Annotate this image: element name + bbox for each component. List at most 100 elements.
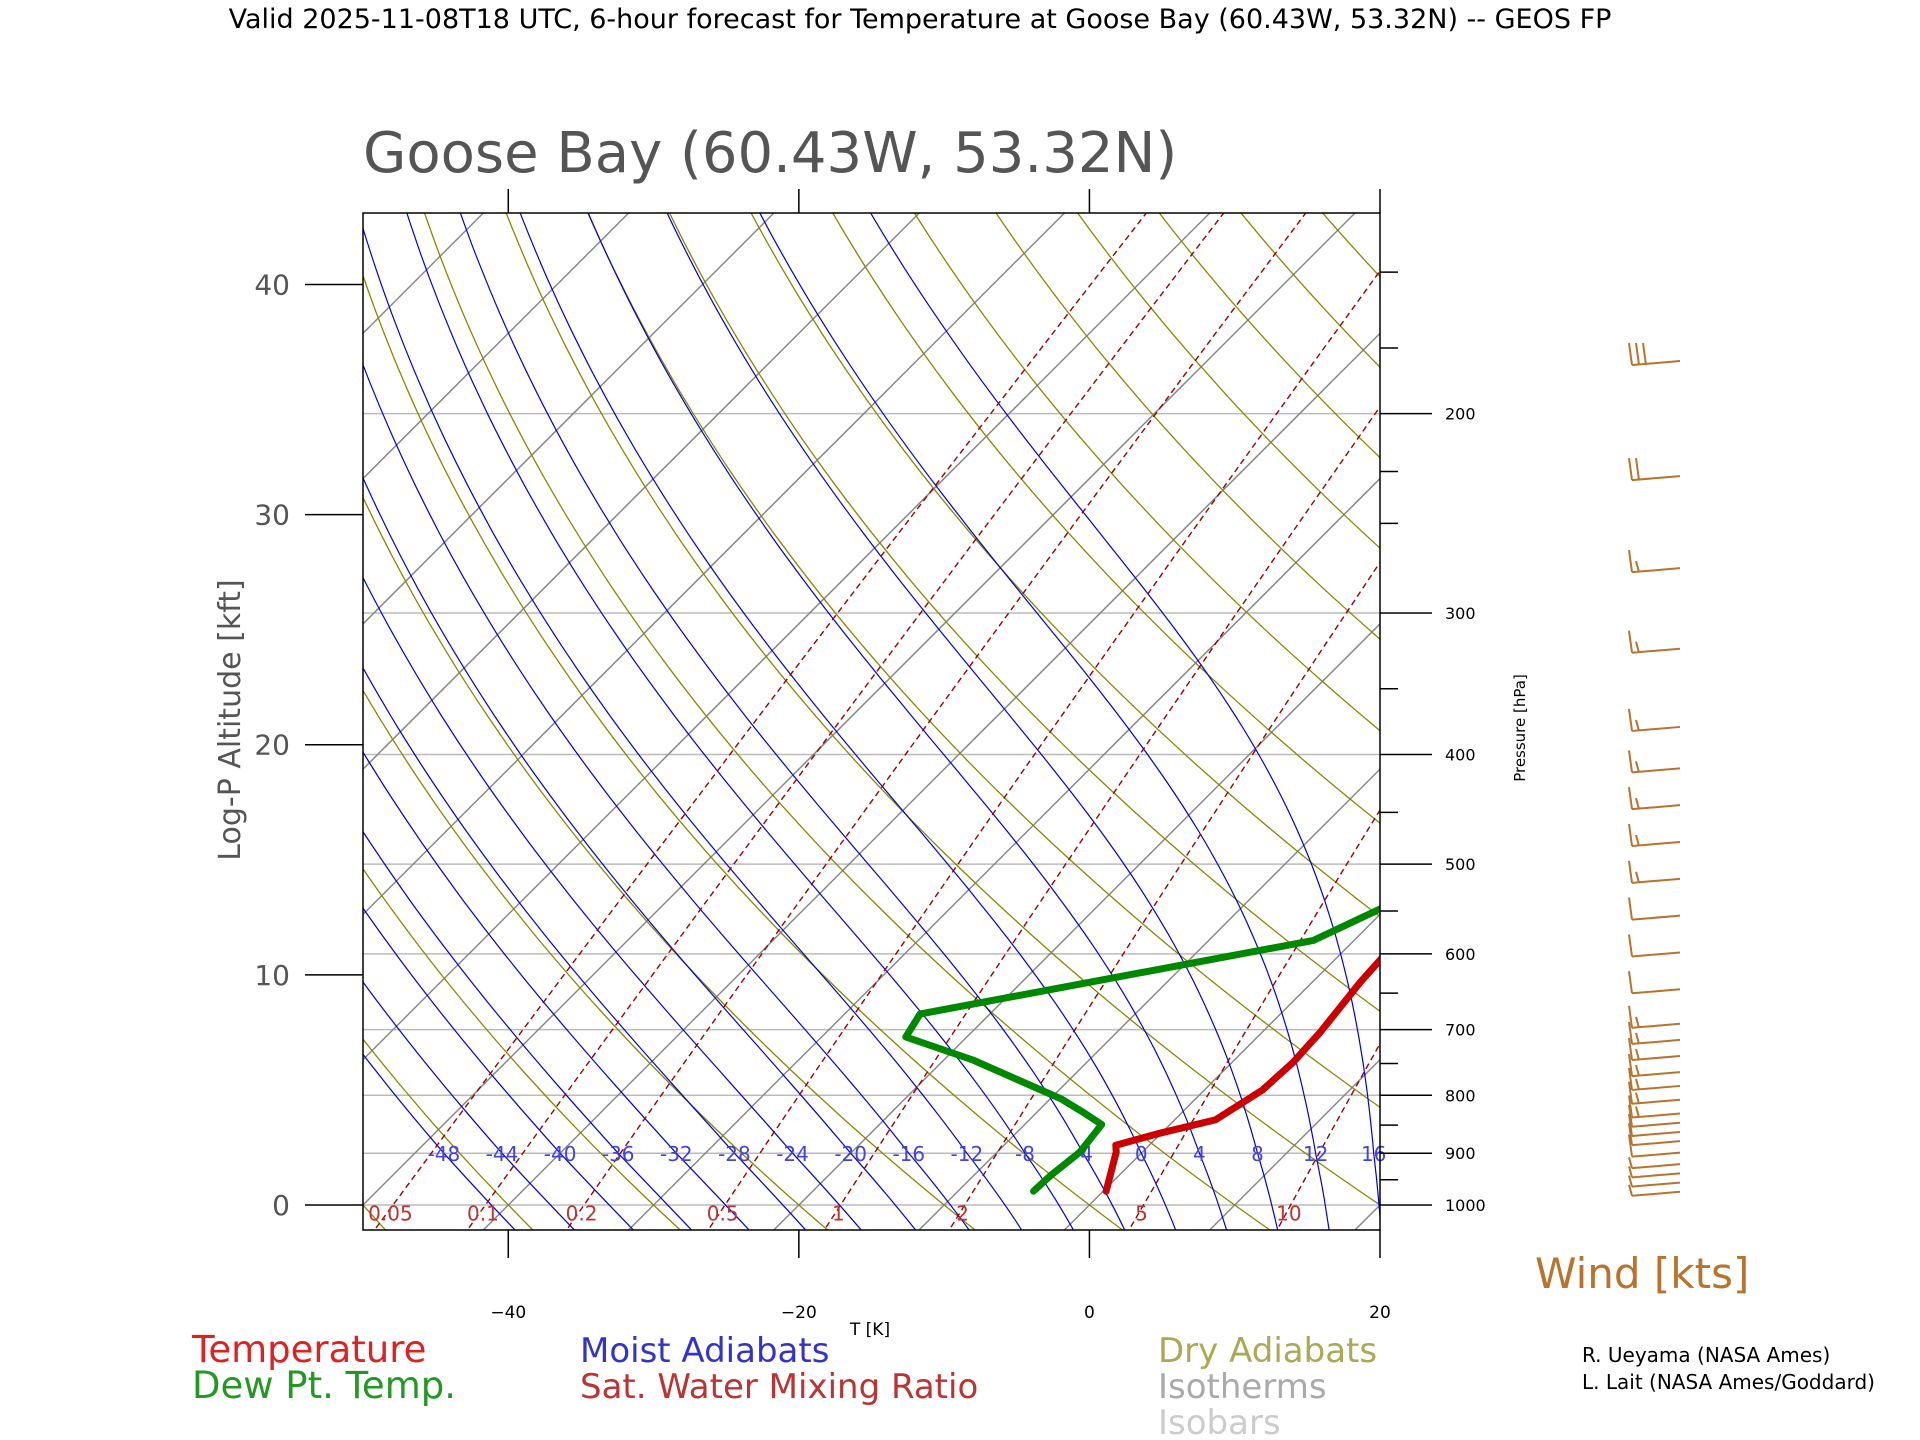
wind-barb xyxy=(1628,1021,1681,1045)
moist-adiabat-line xyxy=(363,981,576,1230)
profile-lines xyxy=(902,905,1380,1195)
wind-barb-feather xyxy=(1635,871,1640,884)
dry-adiabat-line xyxy=(587,213,1380,1109)
mixing-ratio-label: 0.5 xyxy=(707,1201,739,1225)
dry-adiabat-line xyxy=(1482,209,1920,1245)
wind-barb-staff xyxy=(1631,1163,1681,1170)
legend-sat-mixing-ratio: Sat. Water Mixing Ratio xyxy=(580,1367,978,1407)
moist-adiabat-label: 0 xyxy=(1135,1142,1148,1166)
isotherm-line xyxy=(0,209,197,1245)
y-tick-label: 40 xyxy=(254,268,290,301)
wind-barb xyxy=(1628,550,1681,574)
axes: −40 −20 0 200102030401000900800700600500400… xyxy=(254,189,1486,1323)
mixing-ratio-line xyxy=(1276,1042,1380,1230)
wind-barb-staff xyxy=(1631,1130,1681,1137)
dry-adiabat-line xyxy=(1726,209,1920,1245)
isotherm-line xyxy=(1208,1058,1380,1230)
dry-adiabat-line xyxy=(1645,209,1920,1245)
legend-dewpoint: Dew Pt. Temp. xyxy=(192,1364,456,1407)
moist-adiabat-line xyxy=(587,213,1228,1230)
pressure-tick-label: 500 xyxy=(1445,855,1476,874)
dry-adiabat-line xyxy=(363,689,829,1230)
dry-adiabat-line xyxy=(1240,213,1380,369)
wind-barb xyxy=(1628,897,1681,921)
wind-barb-staff xyxy=(1631,767,1681,774)
wind-barb-feather xyxy=(1628,1123,1633,1146)
moist-adiabat-line xyxy=(363,750,750,1230)
pressure-tick-label: 200 xyxy=(1445,405,1476,424)
wind-label: Wind [kts] xyxy=(1535,1249,1749,1298)
wind-barb xyxy=(1628,1104,1681,1128)
mixing-ratio-line xyxy=(565,213,1307,1230)
wind-barb-feather xyxy=(1628,1184,1633,1197)
isotherm-line xyxy=(0,209,342,1245)
wind-barb xyxy=(1628,823,1681,847)
wind-barb xyxy=(1628,342,1681,367)
legend-dry-adiabats: Dry Adiabats xyxy=(1158,1331,1377,1371)
x-axis-label: T [K] xyxy=(849,1320,890,1340)
dry-adiabat-line xyxy=(363,867,682,1230)
wind-barb xyxy=(1628,934,1681,958)
wind-barb-feather xyxy=(1628,934,1633,957)
isotherm-line xyxy=(363,213,630,480)
moist-adiabat-label: -36 xyxy=(602,1142,635,1166)
pressure-tick-label: 900 xyxy=(1445,1144,1476,1163)
moist-adiabat-line xyxy=(363,907,635,1230)
wind-barb xyxy=(1628,750,1681,774)
wind-barb-feather xyxy=(1635,1106,1640,1118)
pressure-tick-label: 1000 xyxy=(1445,1196,1486,1215)
wind-barb-feather xyxy=(1628,457,1633,481)
wind-barb-feather xyxy=(1628,971,1633,994)
wind-barb xyxy=(1628,1005,1681,1029)
mixing-ratio-label: 1 xyxy=(832,1201,845,1225)
mixing-ratio-line xyxy=(373,213,1148,1230)
dry-adiabat-line xyxy=(832,213,1380,825)
series-temperature xyxy=(1102,954,1380,1195)
wind-barb-staff xyxy=(1631,1151,1681,1158)
wind-barb xyxy=(1628,1156,1681,1170)
y-axis-label: Log-P Altitude [kft] xyxy=(213,579,248,860)
isotherm-line xyxy=(363,213,921,771)
wind-barb-staff xyxy=(1631,877,1681,884)
wind-barb-feather xyxy=(1628,1053,1633,1077)
wind-barb-feather xyxy=(1628,708,1633,732)
legend-temperature: Temperature xyxy=(191,1328,426,1371)
wind-barb-staff xyxy=(1631,914,1681,921)
wind-barb-feather xyxy=(1628,1081,1633,1104)
wind-barb-feather xyxy=(1635,761,1640,773)
wind-barb xyxy=(1628,1113,1681,1137)
wind-barb-feather xyxy=(1635,457,1640,481)
y-tick-label: 0 xyxy=(272,1189,290,1222)
wind-barb-staff xyxy=(1631,1112,1681,1119)
mixing-ratio-label: 0.05 xyxy=(368,1201,413,1225)
mixing-ratio-label: 2 xyxy=(956,1201,969,1225)
wind-barb-feather xyxy=(1635,1032,1640,1045)
isotherm-line xyxy=(1631,209,1920,1245)
wind-barb-feather xyxy=(1628,1113,1633,1137)
pressure-tick-label: 400 xyxy=(1445,745,1476,764)
y-tick-label: 10 xyxy=(254,959,290,992)
mixing-ratio-label: 0.2 xyxy=(566,1201,598,1225)
wind-barb-feather xyxy=(1635,560,1640,573)
wind-barb-staff xyxy=(1631,1022,1681,1029)
wind-barb xyxy=(1628,971,1681,995)
mixing-ratio-label: 5 xyxy=(1135,1201,1148,1225)
moist-adiabat-line xyxy=(363,576,863,1230)
dry-adiabat-line xyxy=(423,213,1272,1230)
isotherm-line xyxy=(772,622,1380,1230)
wind-barb xyxy=(1628,708,1681,732)
wind-barb-feather xyxy=(1628,750,1633,773)
wind-barb xyxy=(1628,1081,1681,1105)
wind-barb-feather xyxy=(1628,1175,1633,1187)
wind-barb-staff xyxy=(1631,1071,1681,1078)
wind-barb-staff xyxy=(1631,1055,1681,1062)
wind-barb xyxy=(1628,1134,1681,1158)
chart-title: Goose Bay (60.43W, 53.32N) xyxy=(363,121,1177,186)
wind-barb-staff xyxy=(1631,647,1681,654)
mixing-ratio-line xyxy=(823,405,1380,1230)
moist-adiabat-label: -16 xyxy=(892,1142,925,1166)
wind-barb xyxy=(1628,630,1681,654)
x-tick-label: 20 xyxy=(1369,1303,1391,1323)
y-tick-label: 30 xyxy=(254,499,290,532)
wind-barb xyxy=(1628,457,1681,482)
